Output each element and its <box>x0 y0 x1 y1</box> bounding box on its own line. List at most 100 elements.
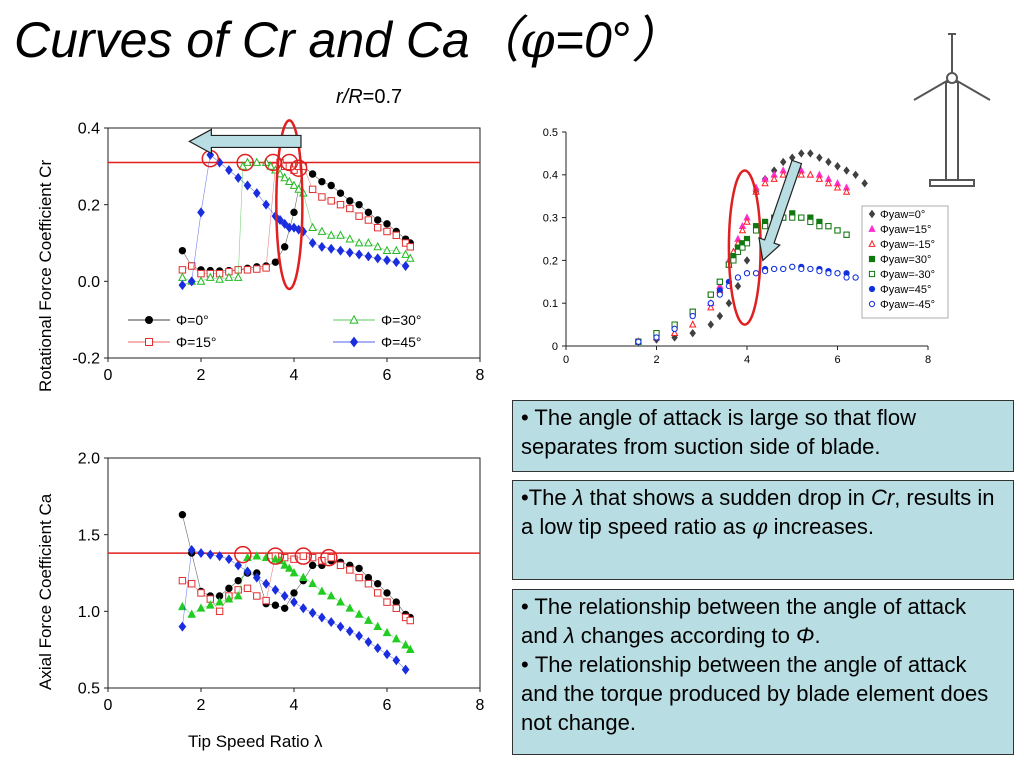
cr-point <box>224 272 234 281</box>
yaw-point <box>824 179 833 187</box>
ca-point <box>243 566 252 577</box>
yaw-point <box>833 183 842 191</box>
yaw-point <box>635 338 642 345</box>
cr-xtick-label: 8 <box>476 367 485 384</box>
yaw-point <box>707 300 714 307</box>
cr-point <box>405 253 415 262</box>
yaw-point <box>825 270 832 277</box>
ca-series-line <box>182 549 406 670</box>
cr-highlight-circle <box>289 159 308 177</box>
ca-point <box>233 591 243 600</box>
ca-point <box>206 549 215 560</box>
ca-point <box>271 584 280 595</box>
yaw-point <box>807 149 814 158</box>
yaw-legend-marker <box>868 300 876 308</box>
cr-ytick-label: -0.2 <box>72 351 100 368</box>
ca-point <box>308 578 317 588</box>
ca-point <box>188 580 196 588</box>
yaw-legend-marker <box>868 209 876 219</box>
cr-point <box>346 197 354 205</box>
yaw-point <box>762 223 769 230</box>
cr-point <box>178 280 187 291</box>
cr-point <box>290 208 298 217</box>
yaw-ytick-label: 0.2 <box>543 255 558 267</box>
cr-point <box>355 212 363 220</box>
ca-point <box>383 598 391 606</box>
ca-point <box>364 615 373 624</box>
cr-point <box>262 264 270 272</box>
yaw-point <box>843 231 850 238</box>
yaw-ytick-label: 0.1 <box>543 298 558 310</box>
ca-point <box>345 603 355 612</box>
cr-point <box>178 246 187 255</box>
ca-point <box>225 554 233 565</box>
ca-point <box>405 644 415 654</box>
ca-point <box>355 630 363 641</box>
ca-highlight-circle <box>234 545 252 564</box>
cr-shift-arrow <box>188 128 302 155</box>
cr-point <box>401 249 410 258</box>
yaw-point <box>798 265 805 273</box>
ca-point <box>253 592 261 600</box>
ca-point <box>205 600 215 609</box>
ca-point <box>318 612 326 623</box>
yaw-point <box>716 311 724 321</box>
cr-point <box>197 207 205 218</box>
ca-point <box>178 601 187 611</box>
yaw-point <box>834 162 841 171</box>
ca-point <box>364 573 373 582</box>
yaw-point <box>716 278 723 285</box>
yaw-point <box>743 256 751 265</box>
cr-point <box>285 176 294 186</box>
ca-point <box>178 511 187 519</box>
yaw-point <box>825 223 832 230</box>
cr-point <box>197 269 205 278</box>
yaw-point <box>816 153 823 162</box>
yaw-point <box>779 157 787 167</box>
cr-point <box>262 199 270 210</box>
yaw-point <box>816 223 823 230</box>
cr-point <box>308 222 317 232</box>
ca-point <box>346 566 354 574</box>
ca-xtick-label: 4 <box>290 697 299 714</box>
yaw-xtick-label: 0 <box>563 354 569 366</box>
yaw-point <box>807 265 814 273</box>
yaw-point <box>752 227 760 234</box>
ca-point <box>178 576 187 585</box>
cr-ytick-label: 0.0 <box>78 274 100 291</box>
yaw-point <box>739 244 746 251</box>
cr-point <box>355 249 363 260</box>
ca-ytick-label: 1.0 <box>78 604 100 621</box>
yaw-legend-label: Φyaw=45° <box>880 284 931 296</box>
cr-point <box>383 220 391 228</box>
ca-point <box>374 580 382 588</box>
yaw-point <box>761 179 769 187</box>
ca-point <box>252 551 262 560</box>
cr-point <box>373 253 382 264</box>
ca-point <box>281 604 289 612</box>
ca-point <box>382 627 392 637</box>
ca-point <box>252 572 261 583</box>
cr-point <box>243 157 252 166</box>
yaw-legend-box <box>861 205 949 319</box>
cr-point <box>327 197 335 205</box>
cr-point <box>327 243 336 254</box>
cr-ytick-label: 0.4 <box>78 121 100 138</box>
cr-point <box>374 223 382 232</box>
cr-point <box>364 251 373 262</box>
cr-point <box>392 257 401 268</box>
cr-point <box>364 216 373 224</box>
cr-point <box>252 157 262 166</box>
yaw-point <box>798 149 805 158</box>
ca-point <box>406 616 414 625</box>
yaw-point <box>797 170 805 178</box>
ca-point <box>308 561 317 570</box>
ca-point <box>234 560 243 571</box>
ca-point <box>289 568 299 577</box>
ca-point <box>308 607 317 618</box>
ca-point <box>392 655 401 666</box>
cr-point <box>280 172 290 182</box>
yaw-point <box>743 217 751 225</box>
ca-point <box>327 553 335 562</box>
yaw-legend-marker <box>868 239 876 247</box>
